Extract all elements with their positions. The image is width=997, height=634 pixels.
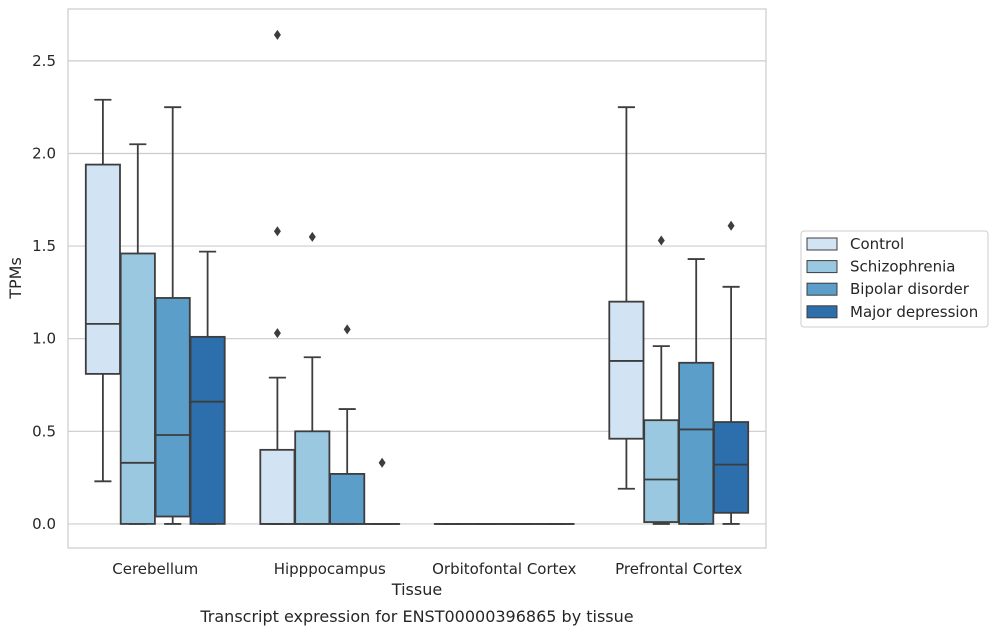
box-body [84, 163, 121, 375]
box-3-3 [713, 220, 750, 525]
box-3-0 [608, 106, 645, 490]
legend-swatch [806, 260, 838, 274]
outlier-point [273, 226, 281, 237]
legend-frame [800, 230, 989, 328]
box-body [189, 335, 226, 525]
x-tick-label: Hipppocampus [274, 560, 386, 578]
outlier-point [343, 324, 351, 335]
outlier-point [727, 220, 735, 231]
box-1-0 [259, 29, 296, 525]
box-0-0 [84, 98, 121, 483]
x-tick-label: Orbitofontal Cortex [432, 560, 576, 578]
box-body [678, 361, 715, 525]
legend-label: Bipolar disorder [850, 280, 970, 298]
x-tick-label: Cerebellum [112, 560, 198, 578]
x-tick-label: Prefrontal Cortex [615, 560, 742, 578]
box-body [259, 448, 296, 525]
box-0-1 [119, 143, 156, 525]
outlier-point [273, 328, 281, 339]
y-tick-label: 2.0 [32, 144, 56, 162]
y-tick-label: 1.0 [32, 330, 56, 348]
y-tick-label: 1.5 [32, 237, 56, 255]
chart-caption: Transcript expression for ENST0000039686… [199, 607, 633, 626]
box-body [329, 473, 366, 525]
outlier-point [657, 235, 665, 246]
plot-frame [67, 8, 767, 549]
legend-label: Major depression [850, 303, 978, 321]
outlier-point [378, 457, 386, 468]
box-1-3 [364, 457, 401, 525]
outlier-point [273, 29, 281, 40]
boxes [84, 29, 750, 525]
legend-swatch [806, 237, 838, 251]
x-axis-label: Tissue [391, 580, 442, 599]
x-tick-labels: Cerebellum Hipppocampus Orbitofontal Corte… [112, 560, 742, 578]
legend-label: Schizophrenia [850, 258, 955, 276]
y-tick-label: 0.0 [32, 515, 56, 533]
box-3-1 [643, 235, 680, 525]
y-tick-label: 0.5 [32, 422, 56, 440]
box-body [713, 421, 750, 514]
y-tick-labels: 0.0 0.5 1.0 1.5 2.0 2.5 [32, 52, 56, 533]
box-1-2 [329, 324, 366, 525]
legend-swatch [806, 282, 838, 296]
box-body [154, 297, 191, 518]
box-0-2 [154, 106, 191, 525]
legend: Control Schizophrenia Bipolar disorder Majo… [800, 230, 989, 328]
box-body [608, 300, 645, 440]
outlier-point [308, 231, 316, 242]
box-body [119, 252, 156, 525]
box-body [294, 430, 331, 525]
legend-swatch [806, 305, 838, 319]
box-3-2 [678, 258, 715, 525]
y-axis-label: TPMs [6, 257, 25, 300]
box-1-1 [294, 231, 331, 525]
legend-label: Control [850, 235, 904, 253]
box-body [643, 419, 680, 523]
y-tick-label: 2.5 [32, 52, 56, 70]
box-0-3 [189, 250, 226, 525]
